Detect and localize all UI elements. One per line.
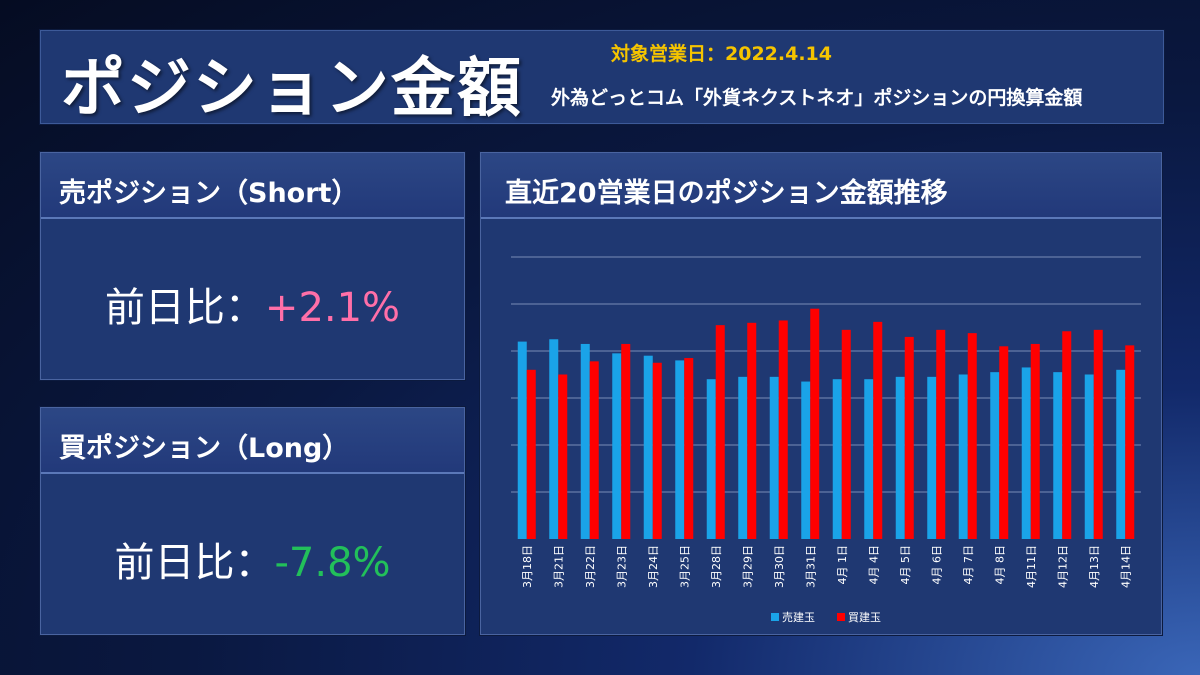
position-bar-chart: 3月18日 3月21日 3月22日 3月23日 3月24日 3月25日 3月28日 3月29日… — [511, 256, 1141, 624]
x-tick-label: 3月28日 — [710, 545, 723, 588]
legend-label-short: 売建玉 — [782, 610, 815, 624]
short-bar — [643, 355, 653, 539]
page-subtitle: 外為どっとコム「外貨ネクストネオ」ポジションの円換算金額 — [551, 87, 1083, 109]
x-tick-label: 4月 6日 — [930, 545, 943, 585]
long-bar — [747, 322, 757, 539]
x-tick-label: 3月24日 — [647, 545, 660, 588]
short-bar — [769, 376, 779, 539]
long-ratio: 前日比：-7.8% — [41, 530, 464, 588]
short-bar — [801, 381, 811, 539]
chart-panel-title: 直近20営業日のポジション金額推移 — [481, 153, 1161, 219]
x-tick-label: 4月 1日 — [836, 545, 849, 585]
long-bar — [1062, 331, 1072, 539]
long-bar — [904, 336, 914, 539]
page-title: ポジション金額 — [61, 52, 523, 126]
long-bar — [621, 343, 631, 539]
short-bar — [990, 372, 1000, 539]
short-bar — [612, 353, 622, 539]
x-tick-label: 4月13日 — [1088, 545, 1101, 588]
x-tick-label: 3月22日 — [584, 545, 597, 588]
short-bar — [706, 379, 716, 539]
x-tick-label: 3月21日 — [552, 545, 565, 588]
short-bar — [895, 376, 905, 539]
short-bar — [927, 376, 937, 539]
x-tick-label: 4月 8日 — [993, 545, 1006, 585]
short-bar — [580, 343, 590, 539]
long-position-panel: 買ポジション（Long） 前日比：-7.8% — [40, 407, 465, 635]
legend-label-long: 買建玉 — [848, 610, 881, 624]
x-tick-label: 3月23日 — [615, 545, 628, 588]
chart-panel: 直近20営業日のポジション金額推移 3月18日 3月21日 3月22日 3月23日 3月… — [480, 152, 1162, 635]
x-tick-label: 4月 7日 — [962, 545, 975, 585]
long-bar — [873, 321, 883, 539]
short-ratio-label: 前日比： — [104, 285, 265, 331]
short-bar — [832, 379, 842, 539]
long-bar — [684, 358, 694, 539]
header-bar: ポジション金額 対象営業日：2022.4.14 外為どっとコム「外貨ネクストネオ… — [40, 30, 1164, 126]
short-position-panel: 売ポジション（Short） 前日比：+2.1% — [40, 152, 465, 380]
long-bar — [652, 362, 662, 539]
legend-swatch-long — [837, 613, 845, 621]
x-tick-label: 4月 5日 — [899, 545, 912, 585]
long-bar — [558, 374, 568, 539]
long-bar — [967, 333, 977, 539]
long-bar — [1125, 345, 1135, 539]
long-ratio-label: 前日比： — [114, 540, 275, 586]
short-bar — [1084, 374, 1094, 539]
long-bar — [1030, 343, 1040, 539]
long-bar — [1093, 329, 1103, 539]
long-bar — [778, 320, 788, 539]
short-bar — [864, 379, 874, 539]
short-ratio: 前日比：+2.1% — [41, 275, 464, 333]
x-tick-label: 3月29日 — [741, 545, 754, 588]
long-bar — [936, 329, 946, 539]
short-bar — [958, 374, 968, 539]
x-tick-label: 4月14日 — [1119, 545, 1132, 588]
legend-swatch-short — [771, 613, 779, 621]
short-bar — [738, 376, 748, 539]
short-ratio-value: +2.1% — [264, 285, 401, 331]
long-bar — [526, 369, 536, 539]
long-bar — [715, 325, 725, 539]
short-bar — [1053, 372, 1063, 539]
x-tick-label: 3月18日 — [521, 545, 534, 588]
long-bar — [810, 308, 820, 539]
short-bar — [1116, 369, 1126, 539]
x-tick-label: 3月25日 — [678, 545, 691, 588]
short-bar — [549, 339, 559, 539]
long-ratio-value: -7.8% — [274, 540, 391, 586]
x-tick-label: 3月30日 — [773, 545, 786, 588]
short-bar — [517, 341, 527, 539]
x-tick-label: 4月11日 — [1025, 545, 1038, 588]
business-date: 対象営業日：2022.4.14 — [611, 43, 832, 65]
short-bar — [1021, 367, 1031, 539]
long-panel-title: 買ポジション（Long） — [41, 408, 464, 474]
long-bar — [841, 329, 851, 539]
x-tick-label: 3月31日 — [804, 545, 817, 588]
long-bar — [589, 361, 599, 539]
short-panel-title: 売ポジション（Short） — [41, 153, 464, 219]
x-tick-label: 4月 4日 — [867, 545, 880, 585]
x-tick-label: 4月12日 — [1056, 545, 1069, 588]
short-bar — [675, 360, 685, 539]
long-bar — [999, 346, 1009, 539]
